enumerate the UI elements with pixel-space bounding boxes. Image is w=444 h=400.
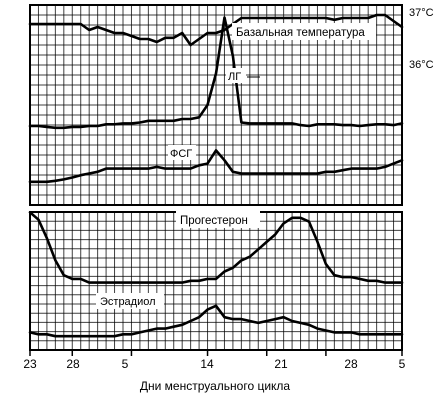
x-axis-label: Дни менструального цикла [140,379,291,393]
top-panel-frame [29,4,403,206]
x-tick-label: 21 [274,357,288,371]
x-tick-label: 28 [66,357,80,371]
scale-bg-37 [406,4,442,18]
legend-bg-estradiol [96,293,164,309]
x-tick-label: 28 [344,357,358,371]
legend-bg-progesterone [176,211,260,228]
x-tick-label: 5 [399,357,406,371]
bottom-panel-grid [29,211,403,351]
label-progesterone: Прогестерон [180,215,248,227]
scale-label-36: 36°C [409,59,434,71]
x-tick-label: 14 [200,357,214,371]
label-lh: ЛГ [228,71,241,83]
series-progesterone [28,211,404,284]
label-fsh: ФСГ [170,148,192,160]
x-tick-label: 5 [122,357,129,371]
top-panel-curves [28,13,404,184]
scale-bg-36 [406,56,442,70]
series-fsh [28,149,404,184]
legend-bg-basal [232,23,376,40]
label-basal-temperature: Базальная температура [236,27,365,39]
x-tick-label: 23 [23,357,37,371]
top-panel-grid [29,4,403,206]
legend-bg-lh [226,68,246,83]
bottom-panel-curves [28,211,404,356]
series-basal-temperature [28,13,404,47]
series-estradiol [28,304,404,338]
series-lh [28,16,404,130]
legend-bg-fsh [168,145,196,160]
scale-label-37: 37°C [409,7,434,19]
label-estradiol: Эстрадиол [100,296,156,308]
